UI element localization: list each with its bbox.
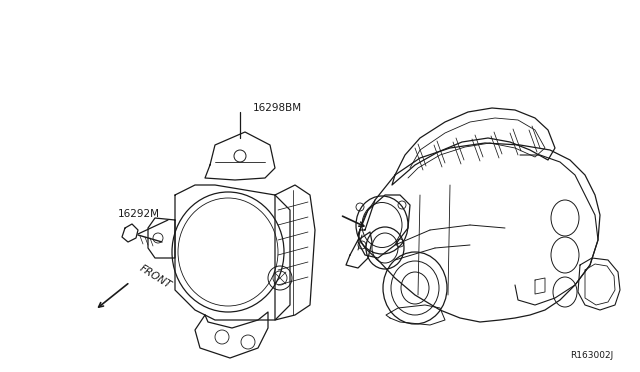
Text: FRONT: FRONT [138, 263, 173, 291]
Text: 16292M: 16292M [118, 209, 160, 219]
Text: 16298BM: 16298BM [253, 103, 302, 113]
Text: R163002J: R163002J [570, 350, 613, 359]
